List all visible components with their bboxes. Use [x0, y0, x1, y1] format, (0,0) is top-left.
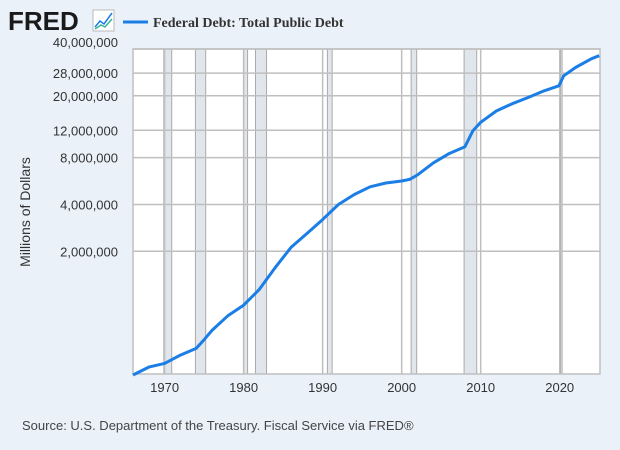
x-tick-label: 2000 — [387, 380, 416, 395]
plot-border — [132, 48, 601, 375]
x-tick-label: 1970 — [150, 380, 179, 395]
y-tick-label: 4,000,000 — [60, 197, 118, 212]
x-tick-label: 1990 — [308, 380, 337, 395]
x-tick-label: 2020 — [545, 380, 574, 395]
y-tick-label: 28,000,000 — [53, 66, 118, 81]
y-tick-label: 20,000,000 — [53, 89, 118, 104]
y-tick-label: 2,000,000 — [60, 244, 118, 259]
y-tick-label: 8,000,000 — [60, 151, 118, 166]
x-tick-label: 1980 — [229, 380, 258, 395]
y-axis-title: Millions of Dollars — [17, 157, 33, 267]
recession-band — [560, 49, 563, 374]
y-tick-label: 40,000,000 — [53, 35, 118, 50]
recession-band — [464, 49, 477, 374]
source-note: Source: U.S. Department of the Treasury.… — [22, 418, 414, 433]
fred-logo: FRED — [8, 6, 79, 36]
recession-band — [195, 49, 206, 374]
chart-icon — [92, 9, 115, 32]
recession-band — [255, 49, 267, 374]
recession-band — [411, 49, 417, 374]
x-tick-label: 2010 — [466, 380, 495, 395]
y-tick-label: 12,000,000 — [53, 123, 118, 138]
recession-band — [163, 49, 172, 374]
recession-band — [243, 49, 248, 374]
legend-label: Federal Debt: Total Public Debt — [153, 16, 344, 31]
plot-area — [133, 49, 600, 374]
